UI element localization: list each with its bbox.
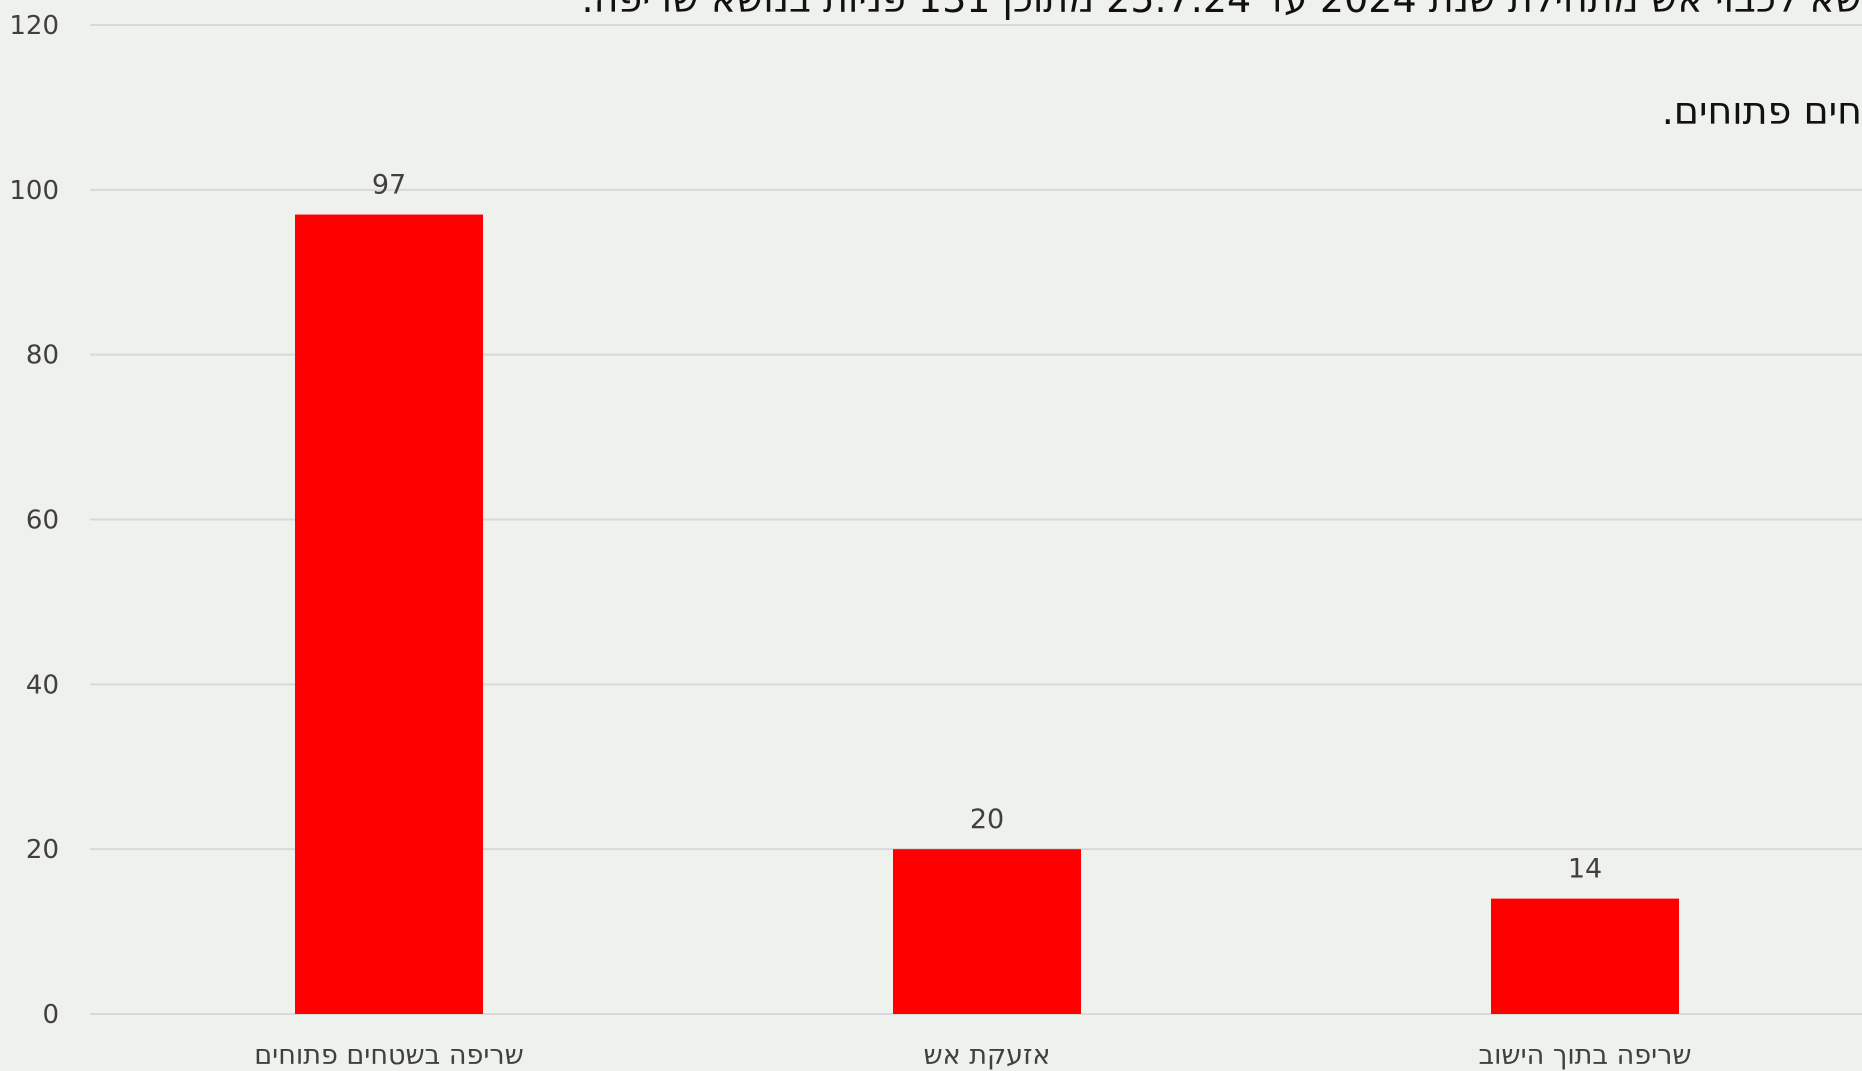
bar-3 — [1491, 898, 1679, 1014]
chart-title-line-2: חים פתוחים. — [1662, 89, 1862, 133]
data-label-1: 97 — [372, 170, 406, 201]
data-labels: 97 20 14 — [372, 170, 1602, 885]
y-tick-label-60: 60 — [26, 506, 59, 536]
y-tick-label-120: 120 — [9, 11, 59, 41]
y-axis-tick-labels: 0 20 40 60 80 100 120 — [9, 11, 59, 1030]
category-label-1: שריפה בשטחים פתוחים — [254, 1040, 523, 1071]
y-tick-label-0: 0 — [42, 1000, 59, 1030]
bars — [295, 214, 1679, 1014]
data-label-3: 14 — [1568, 854, 1602, 885]
y-tick-label-80: 80 — [26, 341, 59, 371]
y-tick-label-40: 40 — [26, 670, 59, 700]
data-label-2: 20 — [970, 804, 1004, 835]
y-tick-label-100: 100 — [9, 176, 59, 206]
bar-1 — [295, 214, 483, 1014]
chart-title-line-1: שא לכבוי אש מתחילת שנת 2024 עד 25.7.24 מ… — [582, 0, 1862, 21]
category-label-3: שריפה בתוך הישוב — [1478, 1040, 1691, 1071]
category-label-2: אזעקת אש — [924, 1040, 1051, 1071]
x-axis-category-labels: שריפה בשטחים פתוחים אזעקת אש שריפה בתוך הי… — [254, 1040, 1691, 1071]
bar-2 — [893, 849, 1081, 1014]
chart-title: שא לכבוי אש מתחילת שנת 2024 עד 25.7.24 מ… — [582, 0, 1862, 133]
y-tick-label-20: 20 — [26, 835, 59, 865]
